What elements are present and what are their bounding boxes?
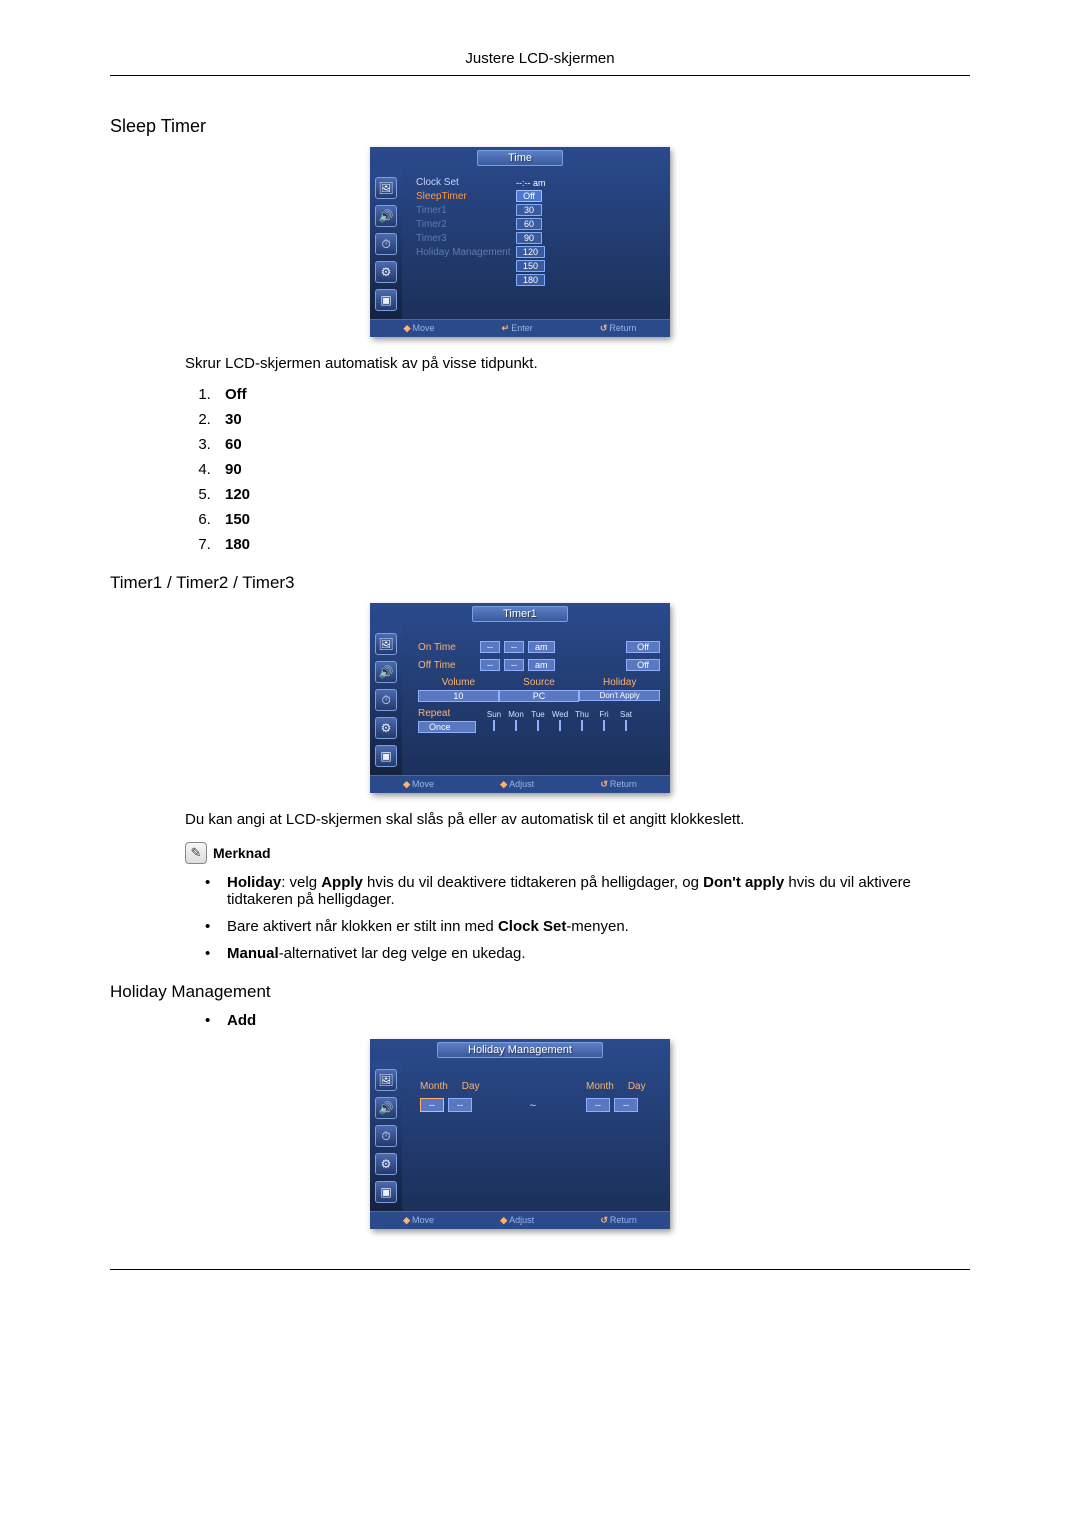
multi-icon: ▣ [375, 1181, 397, 1203]
osd-row-val: 90 [516, 232, 542, 244]
holiday-to: Month Day -- -- [586, 1081, 646, 1112]
timer-notes: Holiday: velg Apply hvis du vil deaktive… [205, 874, 970, 962]
sound-icon: 🔊 [375, 1097, 397, 1119]
osd-footer: ◆Move ◆Adjust ↺Return [370, 1211, 670, 1229]
multi-icon: ▣ [375, 745, 397, 767]
osd-side-icons: 🖼 🔊 ⏱ ⚙ ▣ [370, 625, 402, 775]
checkbox [603, 720, 605, 731]
sound-icon: 🔊 [375, 661, 397, 683]
list-item: Bare aktivert når klokken er stilt inn m… [205, 918, 970, 935]
osd-row-label: Timer1 [416, 205, 516, 216]
timer123-desc: Du kan angi at LCD-skjermen skal slås på… [185, 811, 970, 828]
section-holiday-title: Holiday Management [110, 982, 970, 1002]
list-item: Off [215, 386, 970, 403]
list-item: 180 [215, 536, 970, 553]
osd-timer1: Timer1 🖼 🔊 ⏱ ⚙ ▣ On Time -- -- am Off [370, 603, 670, 793]
list-item: 60 [215, 436, 970, 453]
note-row: ✎ Merknad [185, 842, 970, 864]
settings-icon: ⚙ [375, 717, 397, 739]
clock-icon: ⏱ [375, 1125, 397, 1147]
note-label: Merknad [213, 845, 271, 861]
vol-src-holiday-row: Volume 10 Source PC Holiday Don't Apply [418, 677, 660, 702]
checkbox [581, 720, 583, 731]
checkbox [559, 720, 561, 731]
holiday-cols: Month Day -- -- ~ Month Day [420, 1081, 660, 1112]
osd-holiday: Holiday Management 🖼 🔊 ⏱ ⚙ ▣ Month Day [370, 1039, 670, 1229]
osd-time-title: Time [477, 150, 563, 166]
osd-row-label: Timer3 [416, 233, 516, 244]
range-separator: ~ [530, 1082, 536, 1112]
page-footer-rule [110, 1269, 970, 1270]
osd-row-val: 60 [516, 218, 542, 230]
day-headers: Sun Mon Tue Wed Thu Fri Sat [484, 710, 660, 719]
osd-footer: ◆Move ◆Adjust ↺Return [370, 775, 670, 793]
clock-icon: ⏱ [375, 233, 397, 255]
page: Justere LCD-skjermen Sleep Timer Time 🖼 … [0, 0, 1080, 1310]
holiday-from: Month Day -- -- [420, 1081, 480, 1112]
osd-time-titlebar: Time [370, 147, 670, 169]
off-time-row: Off Time -- -- am Off [418, 659, 660, 671]
clock-icon: ⏱ [375, 689, 397, 711]
repeat-row: Repeat Once Sun Mon Tue Wed Thu Fri Sat [418, 708, 660, 733]
settings-icon: ⚙ [375, 1153, 397, 1175]
osd-side-icons: 🖼 🔊 ⏱ ⚙ ▣ [370, 169, 402, 319]
osd-row-val: 30 [516, 204, 542, 216]
note-icon: ✎ [185, 842, 207, 864]
on-time-row: On Time -- -- am Off [418, 641, 660, 653]
day-checkboxes [484, 721, 660, 730]
sleep-timer-desc: Skrur LCD-skjermen automatisk av på viss… [185, 355, 970, 372]
multi-icon: ▣ [375, 289, 397, 311]
osd-row-label: Clock Set [416, 177, 516, 188]
checkbox [515, 720, 517, 731]
section-timer123-title: Timer1 / Timer2 / Timer3 [110, 573, 970, 593]
holiday-list: Add [205, 1012, 970, 1029]
list-item: 90 [215, 461, 970, 478]
osd-row-val: Off [516, 190, 542, 202]
list-item: 30 [215, 411, 970, 428]
picture-icon: 🖼 [375, 177, 397, 199]
osd-side-icons: 🖼 🔊 ⏱ ⚙ ▣ [370, 1061, 402, 1211]
page-header: Justere LCD-skjermen [110, 50, 970, 76]
checkbox [537, 720, 539, 731]
list-item: 150 [215, 511, 970, 528]
osd-row-label: Timer2 [416, 219, 516, 230]
list-item: Add [205, 1012, 970, 1029]
osd-row-label: SleepTimer [416, 191, 516, 202]
list-item: Holiday: velg Apply hvis du vil deaktive… [205, 874, 970, 908]
sleep-timer-options: Off 30 60 90 120 150 180 [215, 386, 970, 553]
osd-row-val: 180 [516, 274, 545, 286]
list-item: Manual-alternativet lar deg velge en uke… [205, 945, 970, 962]
checkbox [625, 720, 627, 731]
osd-row-label: Holiday Management [416, 247, 516, 258]
osd-row-val: --:-- am [516, 178, 546, 188]
osd-row-val: 150 [516, 260, 545, 272]
section-sleep-timer-title: Sleep Timer [110, 116, 970, 137]
checkbox [493, 720, 495, 731]
osd-time: Time 🖼 🔊 ⏱ ⚙ ▣ Clock Set--:-- am SleepTi… [370, 147, 670, 337]
osd-timer1-title: Timer1 [472, 606, 568, 622]
osd-time-content: Clock Set--:-- am SleepTimerOff Timer130… [402, 169, 670, 319]
sound-icon: 🔊 [375, 205, 397, 227]
settings-icon: ⚙ [375, 261, 397, 283]
osd-holiday-title: Holiday Management [437, 1042, 603, 1058]
osd-holiday-titlebar: Holiday Management [370, 1039, 670, 1061]
osd-row-val: 120 [516, 246, 545, 258]
picture-icon: 🖼 [375, 1069, 397, 1091]
osd-timer1-titlebar: Timer1 [370, 603, 670, 625]
list-item: 120 [215, 486, 970, 503]
picture-icon: 🖼 [375, 633, 397, 655]
osd-footer: ◆Move ↵Enter ↺Return [370, 319, 670, 337]
